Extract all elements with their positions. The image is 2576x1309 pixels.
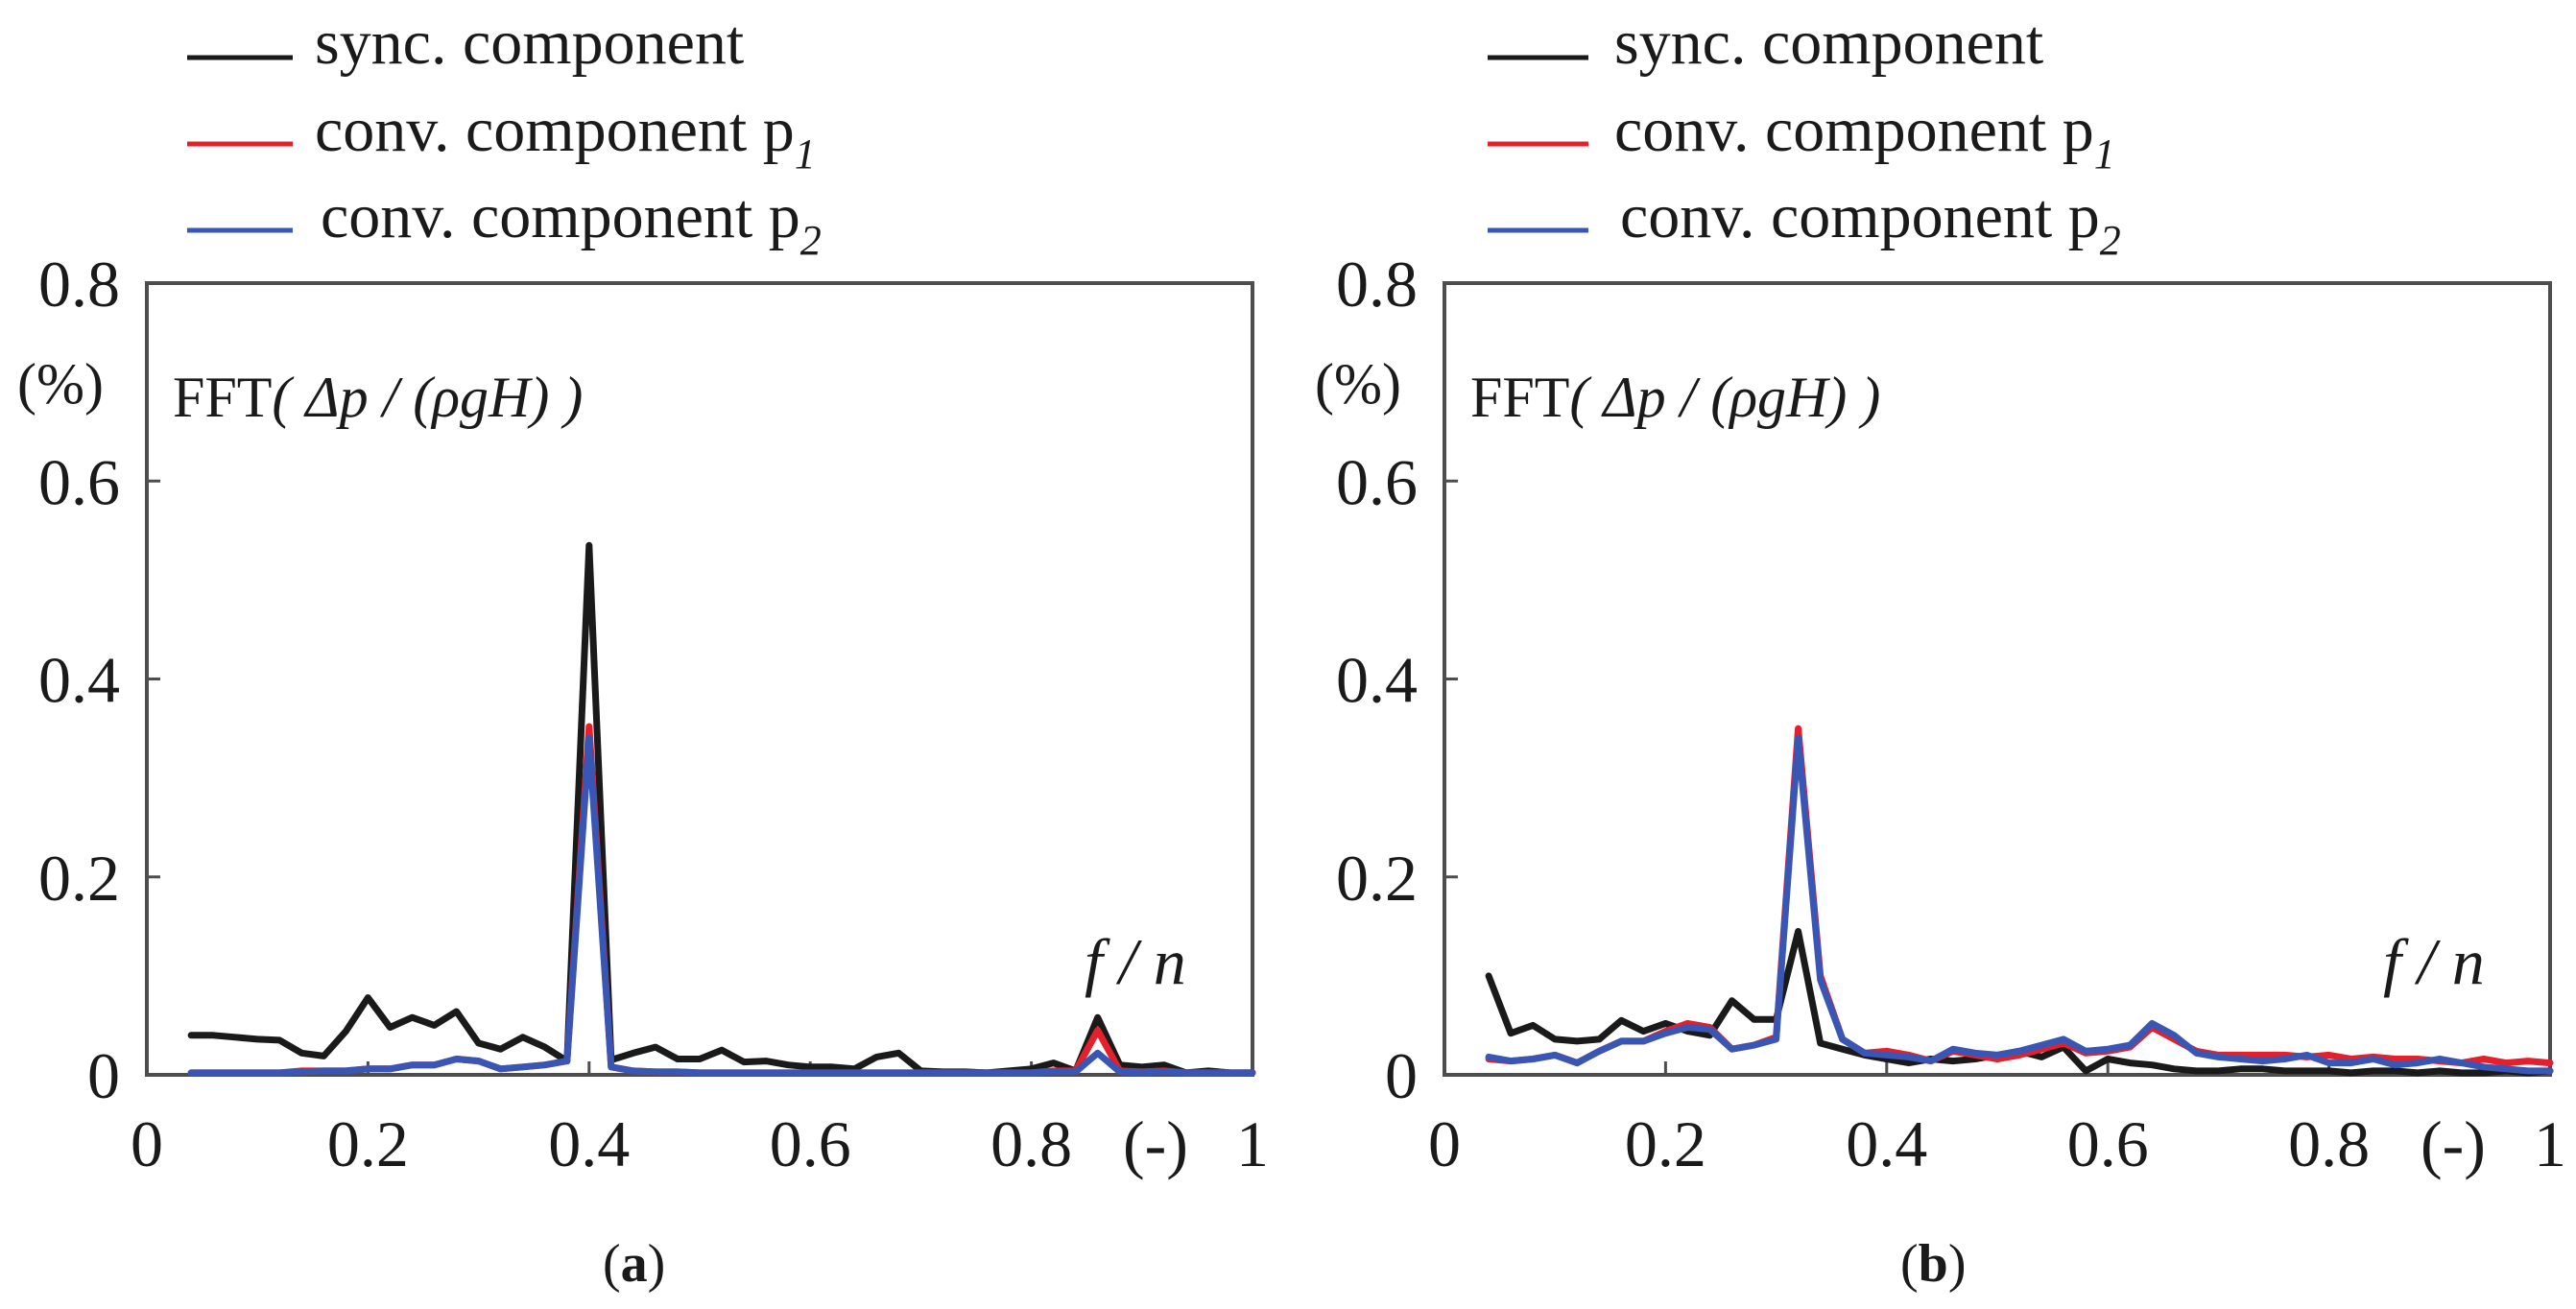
xtick-label-b-5: 1 [2534, 1107, 2566, 1180]
xtick-label-b-2: 0.4 [1846, 1107, 1927, 1180]
annotation-b-formula: ( Δp / (ρgH) ) [1569, 366, 1880, 429]
legend-a-label-p1-text: conv. component p [315, 95, 795, 165]
xtick-label-b-3: 0.6 [2067, 1107, 2149, 1180]
series-b [1485, 725, 2554, 1077]
ytick-label-b-4: 0.8 [1336, 248, 1418, 321]
annotation-b: FFT( Δp / (ρgH) ) [1470, 366, 1880, 429]
annotation-a-prefix: FFT [173, 366, 272, 429]
ytick-label-a-1: 0.2 [38, 842, 120, 915]
caption-a-open: ( [603, 1234, 621, 1294]
annotation-a-formula: ( Δp / (ρgH) ) [272, 366, 583, 429]
xtick-label-b-4: 0.8 [2288, 1107, 2370, 1180]
legend-a: sync. component conv. component p1 conv.… [187, 8, 822, 264]
ytick-label-b-2: 0.4 [1336, 644, 1418, 717]
annotation-b-prefix: FFT [1470, 366, 1569, 429]
legend-a-label-p2: conv. component p2 [321, 181, 822, 264]
xlabel-b: f / n [2383, 925, 2485, 998]
ticks-a: 0 0.2 0.4 0.6 0.8 1 0 0.2 0.4 0.6 0.8 [38, 248, 1269, 1180]
legend-b-label-p2-sub: 2 [2100, 217, 2121, 264]
legend-a-label-p2-sub: 2 [800, 217, 822, 264]
xtick-label-a-4: 0.8 [990, 1107, 1072, 1180]
caption-a-letter: a [621, 1234, 648, 1294]
xtick-label-b-0: 0 [1428, 1107, 1461, 1180]
series-line-a-p2 [187, 734, 1256, 1077]
ytick-label-b-1: 0.2 [1336, 842, 1418, 915]
legend-a-label-p2-text: conv. component p [321, 181, 800, 251]
ytick-label-a-0: 0 [87, 1039, 120, 1112]
xlabel-a: f / n [1085, 925, 1186, 998]
xlabel-unit-a: (-) [1123, 1107, 1188, 1180]
xtick-label-a-3: 0.6 [770, 1107, 851, 1180]
series-a [187, 541, 1256, 1077]
ticks-b: 0 0.2 0.4 0.6 0.8 1 0 0.2 0.4 0.6 0.8 [1336, 248, 2566, 1180]
xlabel-unit-b: (-) [2421, 1107, 2486, 1180]
xtick-label-a-2: 0.4 [548, 1107, 630, 1180]
legend-b-label-p1: conv. component p1 [1614, 95, 2115, 178]
series-line-b-p2 [1485, 734, 2554, 1075]
legend-a-label-p1-sub: 1 [795, 131, 816, 178]
ytick-label-b-0: 0 [1385, 1039, 1418, 1112]
panel-a: sync. component conv. component p1 conv.… [17, 8, 1269, 1294]
xtick-label-b-1: 0.2 [1625, 1107, 1706, 1180]
legend-b-label-p2-text: conv. component p [1620, 181, 2100, 251]
ylabel-unit-b: (%) [1315, 352, 1401, 416]
xtick-label-a-1: 0.2 [327, 1107, 409, 1180]
caption-b: (b) [1900, 1234, 1966, 1294]
legend-b-label-p1-text: conv. component p [1614, 95, 2094, 165]
ylabel-unit-a: (%) [17, 352, 104, 416]
legend-b-label-p2: conv. component p2 [1620, 181, 2121, 264]
annotation-a: FFT( Δp / (ρgH) ) [173, 366, 583, 429]
ytick-label-a-2: 0.4 [38, 644, 120, 717]
caption-b-open: ( [1900, 1234, 1919, 1294]
ytick-label-a-4: 0.8 [38, 248, 120, 321]
legend-b: sync. component conv. component p1 conv.… [1488, 8, 2121, 264]
legend-a-label-p1: conv. component p1 [315, 95, 816, 178]
legend-a-label-sync: sync. component [315, 8, 744, 78]
caption-b-close: ) [1948, 1234, 1967, 1294]
xtick-label-a-5: 1 [1236, 1107, 1269, 1180]
caption-b-letter: b [1919, 1234, 1948, 1294]
series-line-b-p1 [1485, 725, 2554, 1067]
ytick-label-b-3: 0.6 [1336, 445, 1418, 518]
ytick-label-a-3: 0.6 [38, 445, 120, 518]
legend-b-label-p1-sub: 1 [2094, 131, 2115, 178]
caption-a-close: ) [648, 1234, 666, 1294]
xtick-label-a-0: 0 [131, 1107, 163, 1180]
legend-b-label-sync: sync. component [1614, 8, 2043, 78]
caption-a: (a) [603, 1234, 665, 1294]
panel-b: sync. component conv. component p1 conv.… [1315, 8, 2566, 1294]
